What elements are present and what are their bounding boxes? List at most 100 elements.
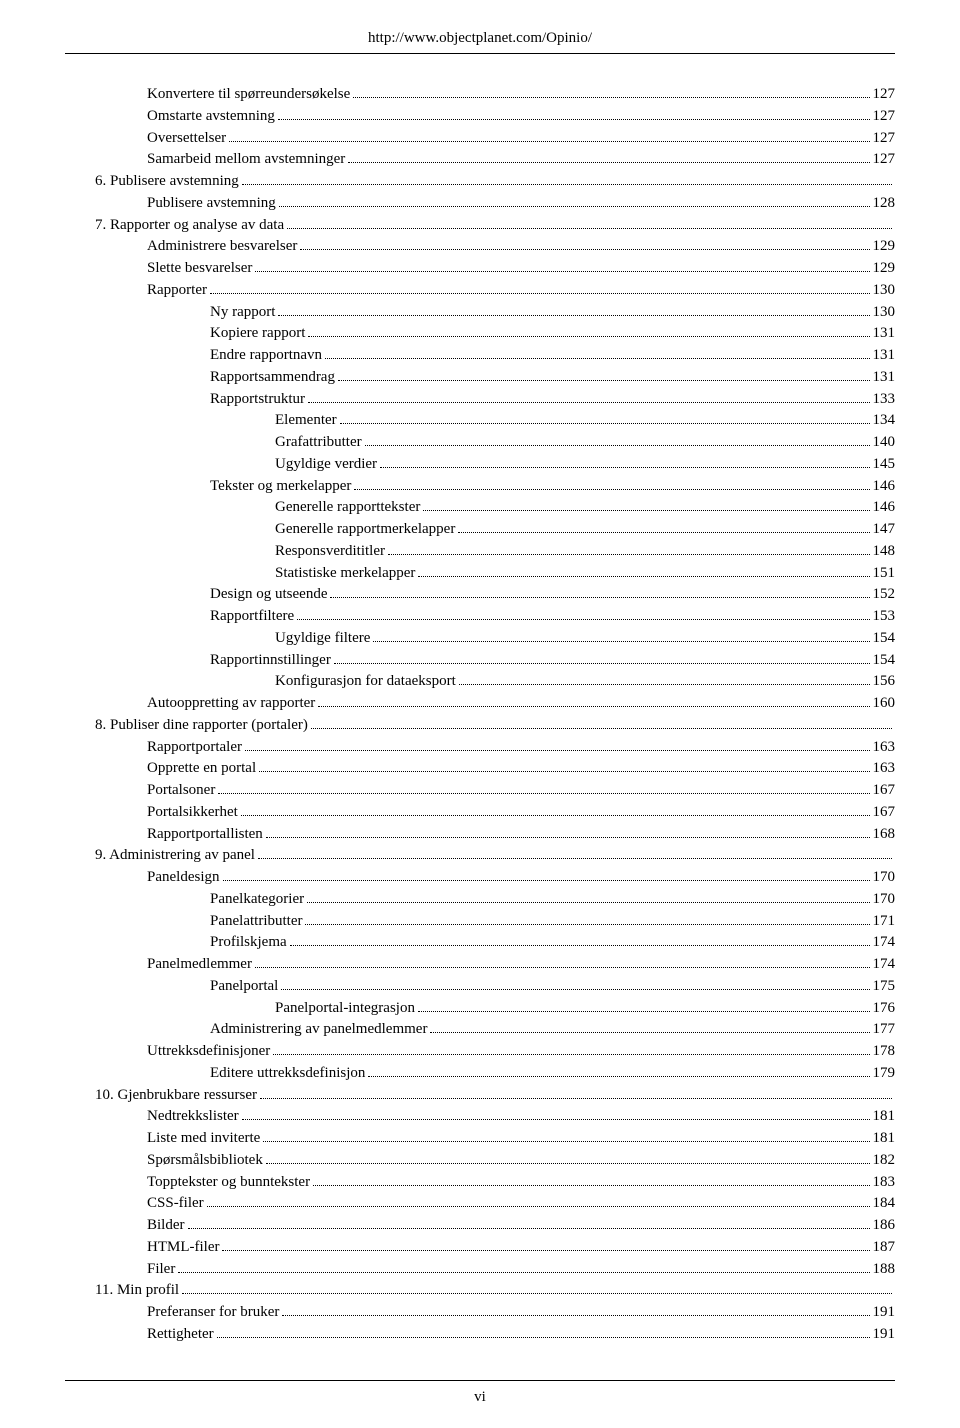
toc-row: Liste med inviterte 181	[65, 1128, 895, 1150]
toc-label: Rapportinnstillinger	[210, 650, 331, 672]
toc-label: Oversettelser	[147, 128, 226, 150]
toc-leader-dots	[334, 652, 870, 663]
toc-label: Editere uttrekksdefinisjon	[210, 1063, 365, 1085]
toc-leader-dots	[313, 1174, 869, 1185]
toc-row: Grafattributter140	[65, 432, 895, 454]
toc-leader-dots	[430, 1022, 869, 1033]
toc-row: Opprette en portal163	[65, 758, 895, 780]
toc-label: Administrere besvarelser	[147, 236, 297, 258]
toc-leader-dots	[318, 696, 869, 707]
toc-page-number: 181	[873, 1106, 896, 1128]
toc-row: Bilder186	[65, 1215, 895, 1237]
toc-row: Rapportportallisten168	[65, 824, 895, 846]
toc-label: Endre rapportnavn	[210, 345, 322, 367]
toc-page-number: 184	[873, 1193, 896, 1215]
toc-leader-dots	[178, 1261, 869, 1272]
toc-leader-dots	[241, 805, 870, 816]
toc-label: Autooppretting av rapporter	[147, 693, 315, 715]
toc-label: Generelle rapportmerkelapper	[275, 519, 455, 541]
toc-leader-dots	[373, 631, 869, 642]
toc-row: Portalsoner167	[65, 780, 895, 802]
toc-leader-dots	[278, 109, 870, 120]
toc-leader-dots	[278, 304, 869, 315]
toc-row: 7. Rapporter og analyse av data	[65, 215, 895, 237]
toc-label: Rapportportallisten	[147, 824, 263, 846]
toc-leader-dots	[418, 1000, 870, 1011]
toc-page-number: 160	[873, 693, 896, 715]
toc-label: 8. Publiser dine rapporter (portaler)	[95, 715, 308, 737]
toc-leader-dots	[182, 1283, 892, 1294]
toc-page-number: 187	[873, 1237, 896, 1259]
toc-label: Ugyldige filtere	[275, 628, 370, 650]
toc-row: Spørsmålsbibliotek182	[65, 1150, 895, 1172]
toc-label: Elementer	[275, 410, 337, 432]
toc-leader-dots	[325, 348, 869, 359]
toc-row: Rettigheter191	[65, 1324, 895, 1346]
toc-page-number: 131	[873, 367, 896, 389]
toc-row: Kopiere rapport131	[65, 323, 895, 345]
toc-page-number: 146	[873, 476, 896, 498]
toc-label: Liste med inviterte	[147, 1128, 260, 1150]
toc-leader-dots	[282, 1305, 869, 1316]
toc-page-number: 171	[873, 911, 896, 933]
toc-page-number: 146	[873, 497, 896, 519]
toc-row: HTML-filer 187	[65, 1237, 895, 1259]
toc-leader-dots	[210, 283, 870, 294]
header-rule	[65, 53, 895, 54]
toc-label: Samarbeid mellom avstemninger	[147, 149, 345, 171]
toc-label: Panelattributter	[210, 911, 302, 933]
toc-row: Omstarte avstemning127	[65, 106, 895, 128]
toc-row: Ny rapport130	[65, 302, 895, 324]
toc-leader-dots	[308, 391, 870, 402]
toc-row: Ugyldige verdier145	[65, 454, 895, 476]
toc-row: Administrering av panelmedlemmer177	[65, 1019, 895, 1041]
toc-label: Ugyldige verdier	[275, 454, 377, 476]
toc-label: Panelkategorier	[210, 889, 304, 911]
toc-leader-dots	[308, 326, 869, 337]
toc-row: Panelmedlemmer174	[65, 954, 895, 976]
toc-row: Panelkategorier170	[65, 889, 895, 911]
toc-row: 8. Publiser dine rapporter (portaler)	[65, 715, 895, 737]
toc-label: Opprette en portal	[147, 758, 256, 780]
toc-leader-dots	[222, 1240, 869, 1251]
toc-label: Generelle rapporttekster	[275, 497, 420, 519]
toc-page-number: 178	[873, 1041, 896, 1063]
toc-label: Tekster og merkelapper	[210, 476, 351, 498]
toc-leader-dots	[348, 152, 869, 163]
toc-row: Rapporter130	[65, 280, 895, 302]
toc-label: HTML-filer	[147, 1237, 219, 1259]
toc-page-number: 174	[873, 954, 896, 976]
toc-row: Rapportstruktur133	[65, 389, 895, 411]
toc-label: Statistiske merkelapper	[275, 563, 415, 585]
toc-leader-dots	[188, 1218, 870, 1229]
toc-leader-dots	[297, 609, 869, 620]
toc-label: Filer	[147, 1259, 175, 1281]
toc-page-number: 167	[873, 780, 896, 802]
toc-leader-dots	[307, 892, 869, 903]
toc-label: 9. Administrering av panel	[95, 845, 255, 867]
toc-leader-dots	[353, 87, 869, 98]
toc-label: Administrering av panelmedlemmer	[210, 1019, 427, 1041]
footer-rule	[65, 1380, 895, 1381]
toc-label: Rapportsammendrag	[210, 367, 335, 389]
toc-label: Slette besvarelser	[147, 258, 252, 280]
toc-row: Uttrekksdefinisjoner 178	[65, 1041, 895, 1063]
toc-page-number: 134	[873, 410, 896, 432]
toc-page-number: 151	[873, 563, 896, 585]
toc-row: Oversettelser127	[65, 128, 895, 150]
toc-leader-dots	[263, 1131, 869, 1142]
toc-leader-dots	[259, 761, 869, 772]
toc-label: 10. Gjenbrukbare ressurser	[95, 1085, 257, 1107]
toc-leader-dots	[281, 979, 869, 990]
toc-page-number: 130	[873, 280, 896, 302]
toc-page-number: 140	[873, 432, 896, 454]
toc-leader-dots	[305, 913, 869, 924]
toc-row: Rapportinnstillinger154	[65, 650, 895, 672]
toc-row: Paneldesign170	[65, 867, 895, 889]
toc-row: Responsverdititler148	[65, 541, 895, 563]
toc-page-number: 182	[873, 1150, 896, 1172]
toc-page-number: 181	[873, 1128, 896, 1150]
toc-page-number: 127	[873, 84, 896, 106]
toc-label: Uttrekksdefinisjoner	[147, 1041, 270, 1063]
toc-leader-dots	[245, 739, 870, 750]
